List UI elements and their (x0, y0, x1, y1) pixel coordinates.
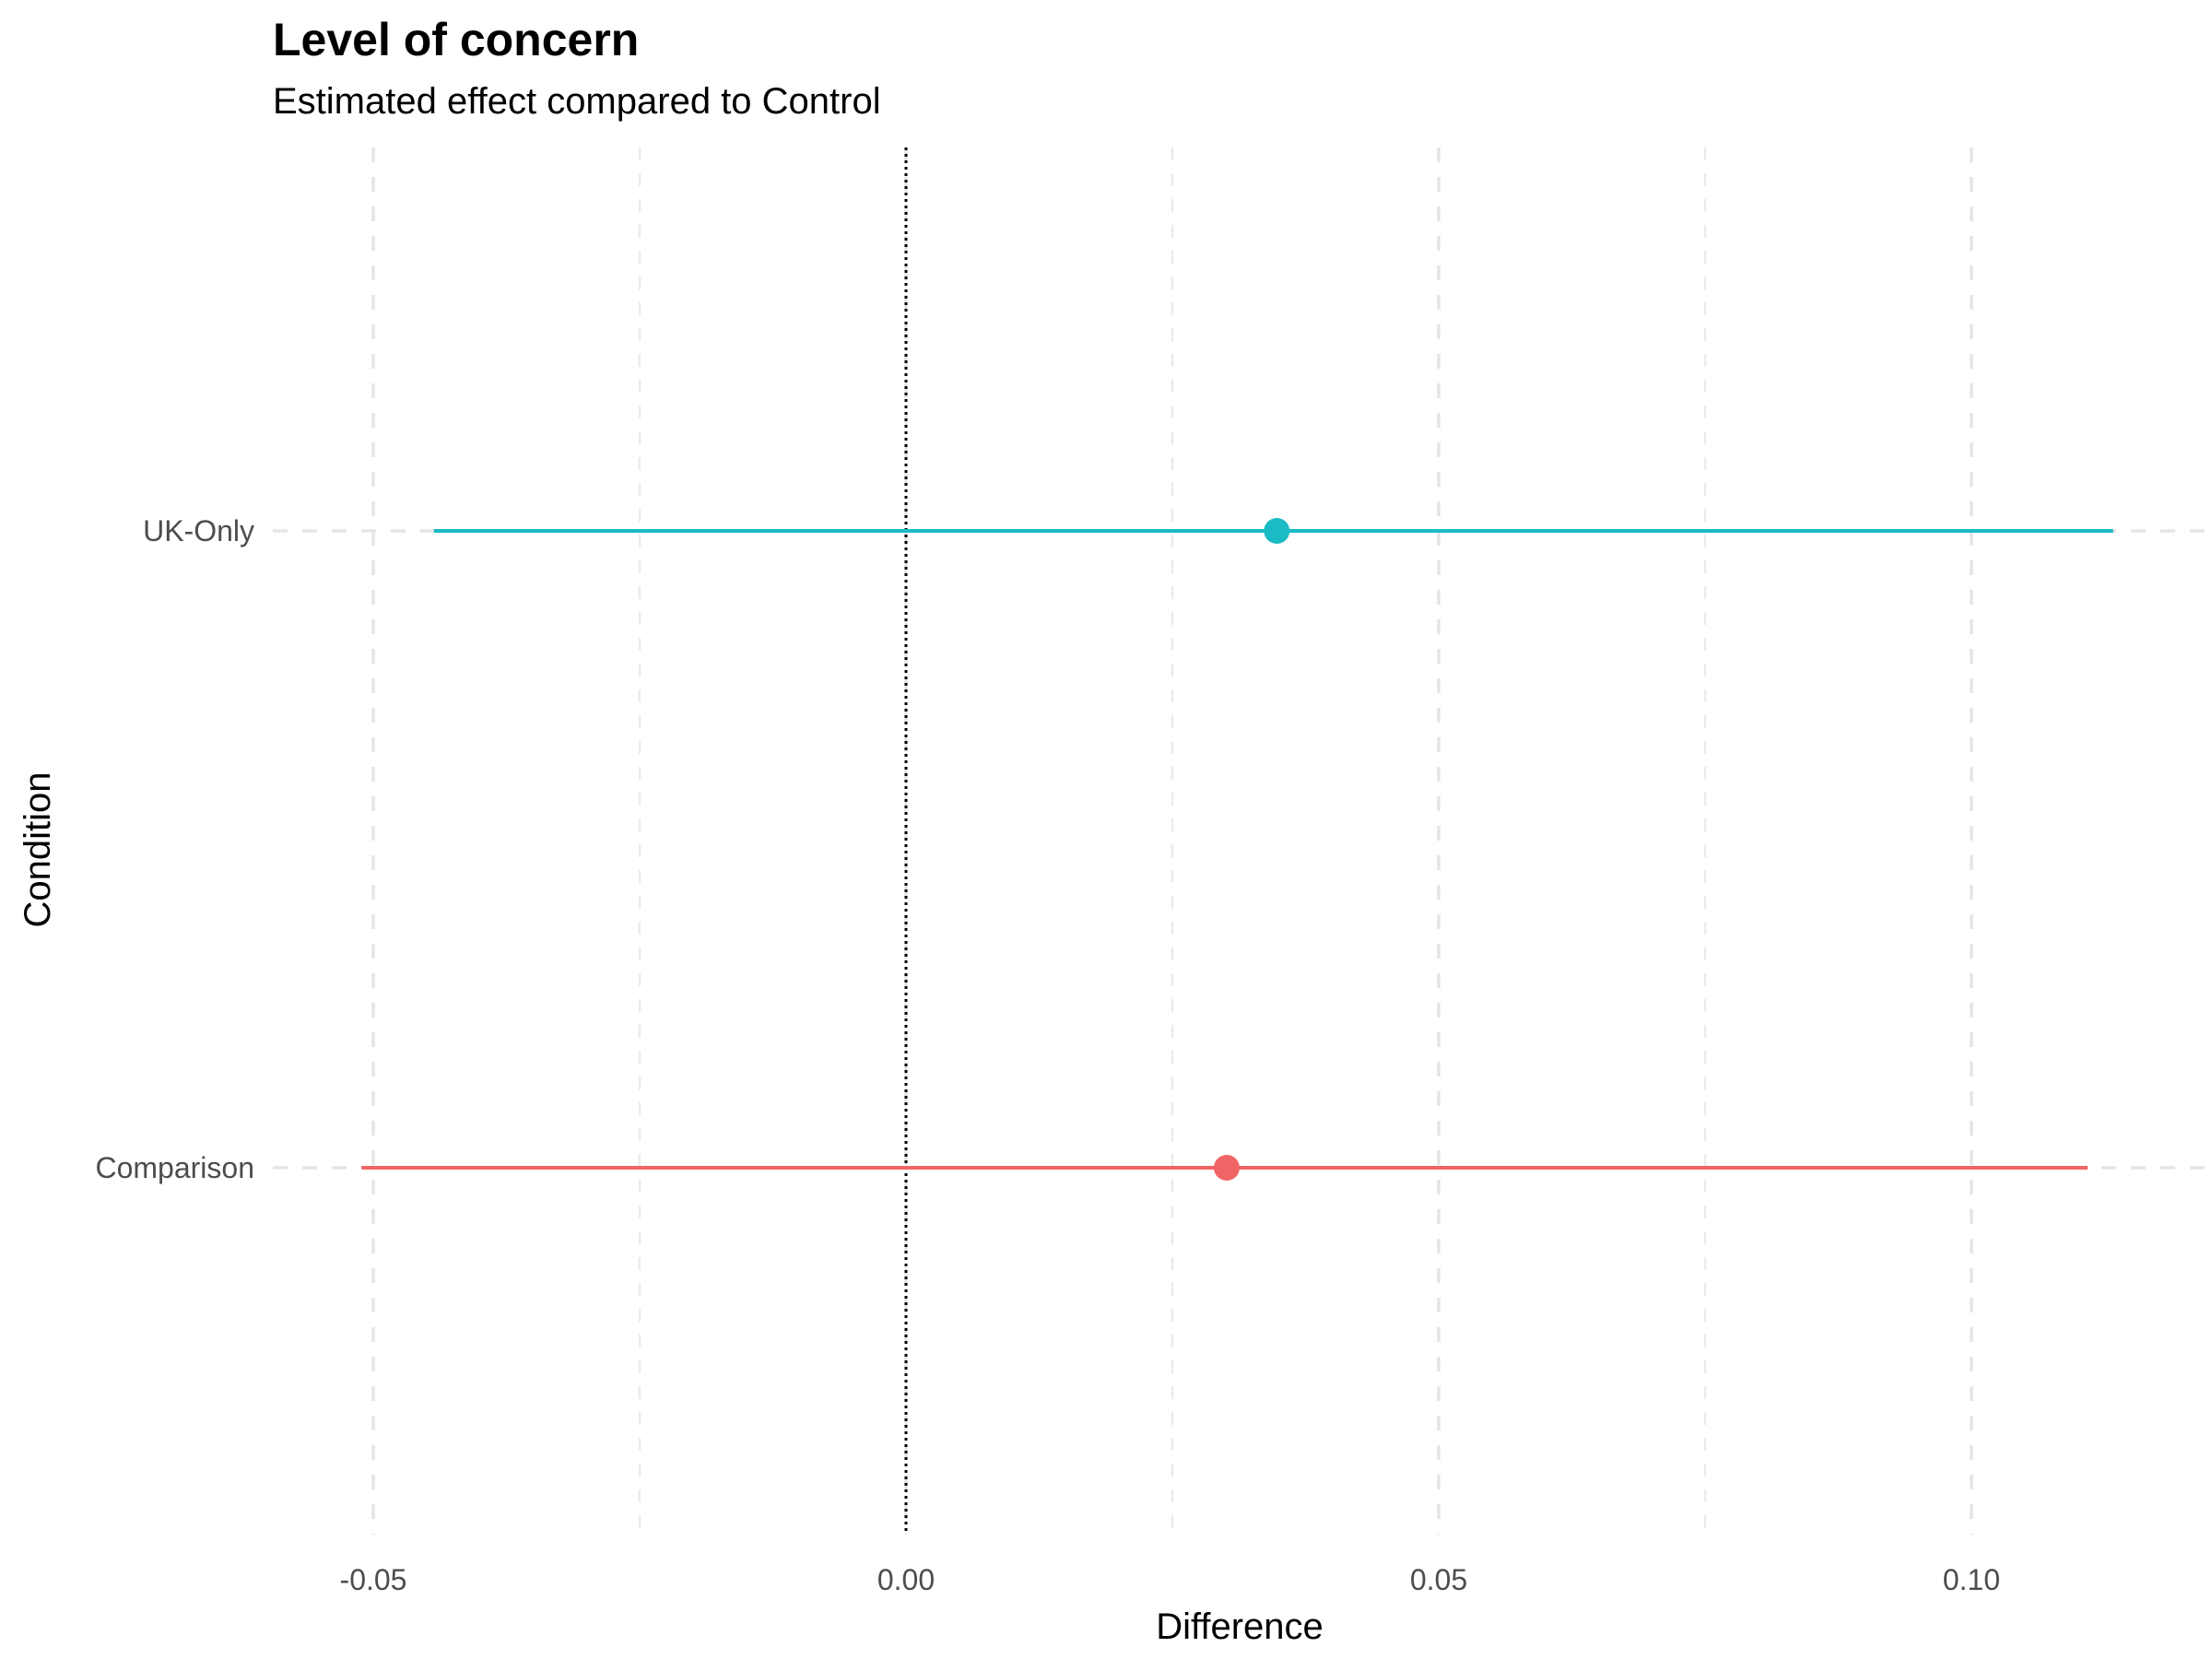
grid-lines (273, 147, 2208, 1535)
x-tick-label: 0.05 (1410, 1563, 1467, 1596)
y-tick-label: Comparison (95, 1151, 254, 1184)
y-tick-label: UK-Only (143, 514, 254, 547)
y-axis-title: Condition (18, 771, 58, 927)
series-layer (361, 518, 2113, 1181)
x-tick-label: 0.10 (1943, 1563, 2000, 1596)
estimate-point (1264, 518, 1290, 544)
chart-subtitle: Estimated effect compared to Control (273, 81, 881, 122)
x-tick-label: -0.05 (340, 1563, 407, 1596)
chart-title: Level of concern (273, 14, 640, 65)
x-tick-label: 0.00 (877, 1563, 935, 1596)
x-axis-title: Difference (1156, 1606, 1324, 1647)
axis-layer: -0.05 0.00 0.05 0.10 Comparison UK-Only (95, 514, 2000, 1596)
estimate-point (1213, 1155, 1240, 1181)
